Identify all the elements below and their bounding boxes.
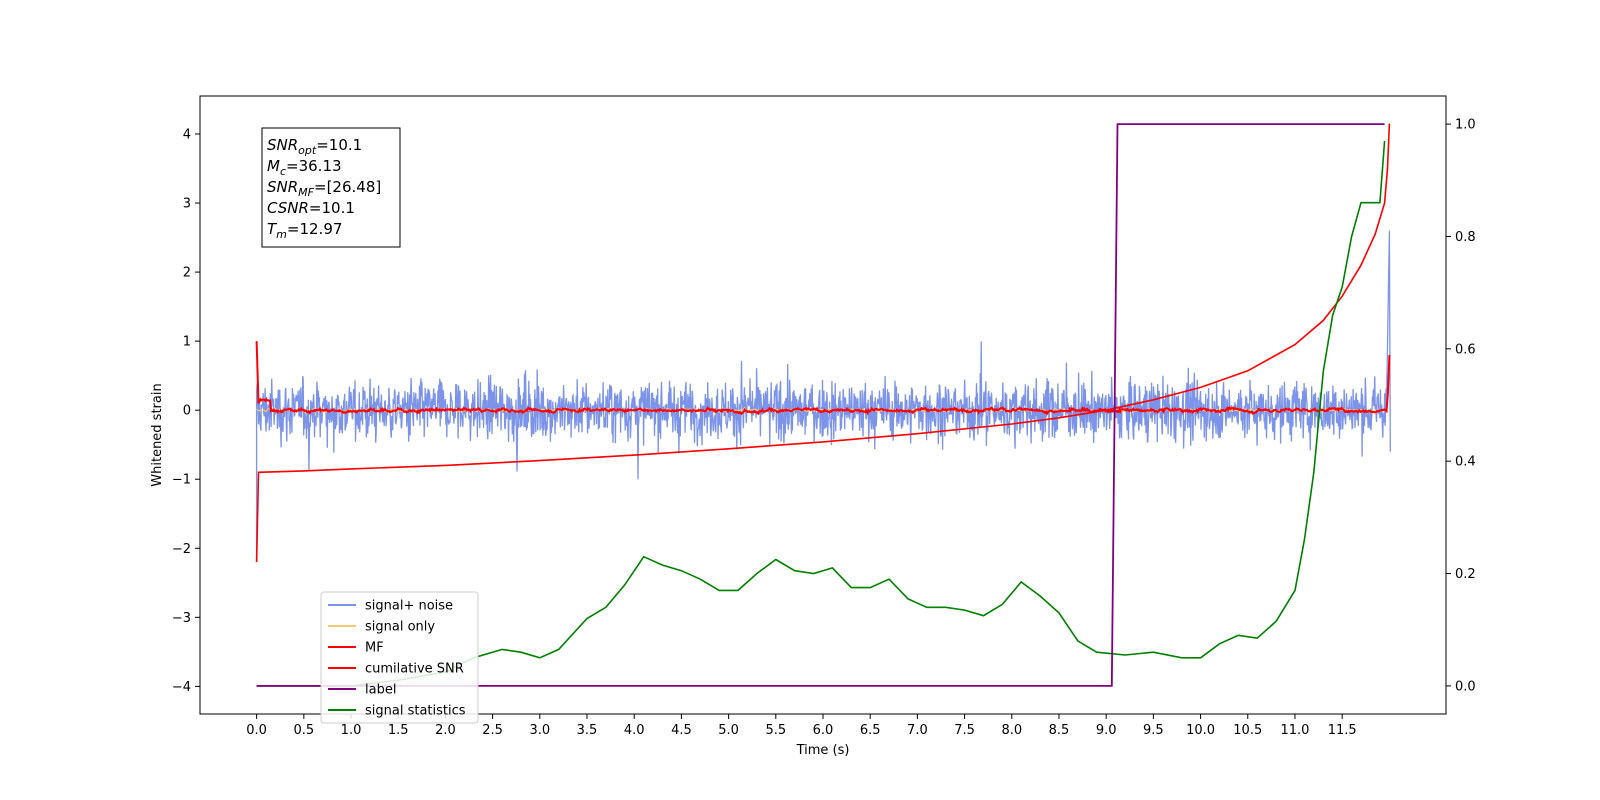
y-tick-label: 3 (183, 197, 191, 212)
x-tick-label: 4.0 (624, 723, 645, 738)
x-tick-label: 5.5 (765, 723, 786, 738)
x-tick-label: 8.0 (1001, 723, 1022, 738)
x-tick-label: 2.0 (435, 723, 456, 738)
info-line: SNRMF=[26.48] (267, 178, 381, 199)
y2-tick-label: 0.6 (1455, 342, 1476, 357)
x-tick-label: 1.0 (341, 723, 362, 738)
x-axis: 0.0 0.5 1.0 1.5 2.0 2.5 3.0 3.5 4.0 4.5 5.0 5.5 6.0 6… (246, 714, 1357, 738)
x-tick-label: 9.0 (1096, 723, 1117, 738)
series-label (256, 123, 1385, 687)
y-axis-right: 0.0 0.2 0.4 0.6 0.8 1.0 (1446, 118, 1476, 694)
info-line: Tm=12.97 (267, 220, 342, 241)
series-mf (255, 341, 1391, 416)
info-box-frame (261, 127, 401, 248)
series-cumilative-snr (255, 123, 1391, 563)
y2-tick-label: 0.8 (1455, 230, 1476, 245)
x-axis-label: Time (s) (796, 743, 850, 758)
y-tick-label: 0 (183, 404, 191, 419)
legend-entry: signal only (365, 620, 435, 635)
x-tick-label: 2.5 (482, 723, 503, 738)
y-tick-label: 1 (183, 335, 191, 350)
x-tick-label: 7.5 (954, 723, 975, 738)
x-tick-label: 10.0 (1186, 723, 1215, 738)
x-tick-label: 6.0 (813, 723, 834, 738)
x-tick-label: 11.0 (1280, 723, 1309, 738)
x-tick-label: 3.0 (529, 723, 550, 738)
legend-entry: MF (365, 641, 384, 656)
info-line: SNRopt=10.1 (267, 136, 362, 157)
x-tick-label: 10.5 (1233, 723, 1262, 738)
y-tick-label: −1 (172, 473, 191, 488)
y2-tick-label: 1.0 (1455, 118, 1476, 133)
y-tick-label: −2 (172, 542, 191, 557)
x-tick-label: 3.5 (577, 723, 598, 738)
legend: signal+ noise signal only MF cumilative SNR… (320, 591, 479, 724)
legend-entry: label (365, 683, 396, 698)
x-tick-label: 11.5 (1328, 723, 1357, 738)
y-tick-label: 4 (183, 127, 191, 142)
x-tick-label: 4.5 (671, 723, 692, 738)
y2-tick-label: 0.4 (1455, 455, 1476, 470)
x-tick-label: 0.5 (293, 723, 314, 738)
x-tick-label: 1.5 (388, 723, 409, 738)
x-tick-label: 8.5 (1049, 723, 1070, 738)
legend-entry: cumilative SNR (365, 662, 464, 677)
y-tick-label: −4 (172, 680, 191, 695)
y-tick-label: −3 (172, 611, 191, 626)
legend-entry: signal+ noise (365, 599, 453, 614)
series-layer (255, 123, 1391, 687)
legend-frame (320, 591, 479, 724)
y2-tick-label: 0.2 (1455, 567, 1476, 582)
y-axis-left: −4 −3 −2 −1 0 1 2 3 4 (172, 127, 200, 695)
y-axis-label: Whitened strain (150, 383, 165, 486)
info-line: Mc=36.13 (267, 157, 342, 178)
y2-tick-label: 0.0 (1455, 679, 1476, 694)
info-box: SNRopt=10.1Mc=36.13SNRMF=[26.48]CSNR=10.… (261, 127, 401, 248)
x-tick-label: 9.5 (1143, 723, 1164, 738)
x-tick-label: 7.0 (907, 723, 928, 738)
x-tick-label: 0.0 (246, 723, 267, 738)
legend-entry: signal statistics (365, 704, 466, 719)
x-tick-label: 6.5 (860, 723, 881, 738)
info-line: CSNR=10.1 (267, 199, 355, 217)
series-signal-statistics (256, 140, 1386, 687)
x-tick-label: 5.0 (718, 723, 739, 738)
y-tick-label: 2 (183, 266, 191, 281)
